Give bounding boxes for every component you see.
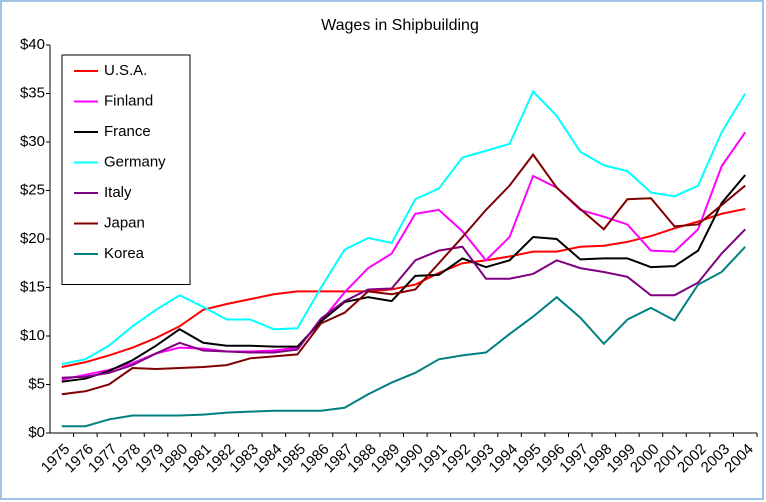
legend-label: Germany [104,153,166,170]
y-tick-label: $15 [20,278,45,295]
y-tick-label: $20 [20,230,45,247]
legend-box [61,54,191,285]
y-tick-label: $10 [20,327,45,344]
legend-label: Italy [104,184,132,201]
y-tick-label: $35 [20,84,45,101]
y-tick-label: $30 [20,133,45,150]
series-line [61,246,746,428]
series-line [61,174,746,383]
chart-title: Wages in Shipbuilding [321,17,479,34]
legend-label: Finland [104,92,153,109]
y-tick-label: $40 [20,36,45,53]
series-line [61,228,746,379]
series-line [61,131,747,381]
legend-label: Korea [104,245,145,262]
series-line [61,152,746,396]
legend-label: Japan [104,214,145,231]
y-tick-label: $25 [20,181,45,198]
legend-label: U.S.A. [104,62,147,79]
series-line [61,89,747,366]
legend-label: France [104,123,151,140]
y-tick-label: $5 [28,375,45,392]
y-tick-label: $0 [28,424,45,441]
